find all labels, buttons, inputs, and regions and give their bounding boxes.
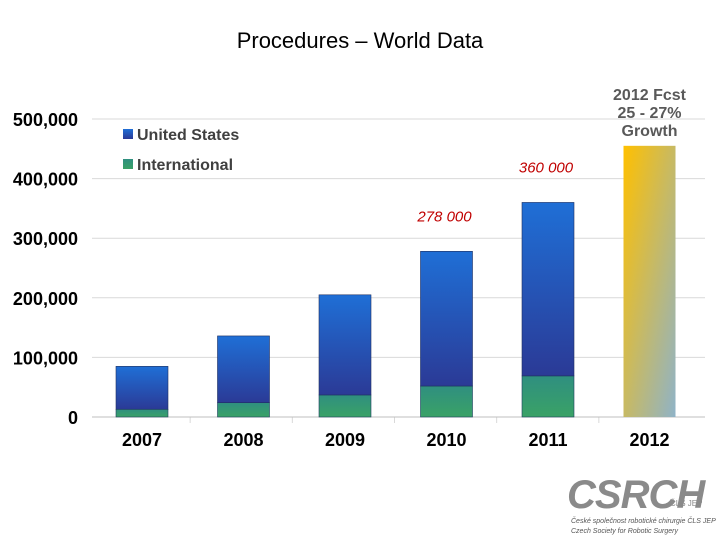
forecast-label: 2012 Fcst 25 - 27% Growth	[613, 87, 687, 140]
logo-caption-czech: České společnost robotické chirurgie ČLS…	[571, 518, 716, 525]
y-tick-label: 400,000	[13, 170, 78, 190]
logo-suffix: ČLS JEP	[670, 499, 703, 508]
bar-united-states	[521, 202, 575, 377]
y-tick-label: 200,000	[13, 289, 78, 309]
y-tick-label: 500,000	[13, 110, 78, 130]
y-tick-label: 300,000	[13, 229, 78, 249]
annotations: 2012 Fcst 25 - 27% Growth 278 000 360 000	[416, 87, 686, 225]
bar-united-states	[420, 251, 473, 387]
x-tick-label: 2008	[223, 430, 263, 450]
x-tick-label: 2010	[426, 430, 466, 450]
bars	[115, 145, 676, 418]
x-tick-label: 2011	[528, 430, 567, 450]
logo-mark: CSRCH	[567, 473, 705, 517]
legend-swatch	[123, 129, 133, 139]
csrch-logo: CSRCH ČLS JEP České společnost robotické…	[565, 473, 716, 537]
total-annotation: 360 000	[519, 159, 574, 176]
total-annotation: 278 000	[416, 208, 472, 225]
axis-ticks: 0 100,000 200,000 300,000 400,000 500,000 2007…	[13, 110, 670, 450]
forecast-label-line: 2012 Fcst	[613, 87, 687, 104]
legend: United States International	[123, 127, 239, 174]
forecast-label-line: 25 - 27%	[617, 105, 681, 122]
x-tick-label: 2012	[629, 430, 669, 450]
legend-label: International	[137, 157, 233, 174]
bar-united-states	[217, 335, 270, 403]
legend-label: United States	[137, 127, 239, 144]
legend-swatch	[123, 159, 133, 169]
bar-international	[420, 385, 473, 418]
x-tick-label: 2009	[325, 430, 365, 450]
y-tick-label: 100,000	[13, 348, 78, 368]
bar-international	[521, 375, 575, 418]
logo-caption-english: Czech Society for Robotic Surgery	[571, 528, 678, 535]
x-tick-label: 2007	[122, 430, 162, 450]
gridlines	[92, 118, 705, 423]
bar-international	[217, 402, 270, 418]
forecast-label-line: Growth	[622, 123, 678, 140]
slide-title: Procedures – World Data	[236, 28, 484, 53]
bar-international	[115, 408, 169, 418]
y-tick-label: 0	[68, 408, 78, 428]
bar-forecast	[623, 145, 676, 417]
bar-united-states	[318, 294, 372, 396]
bar-international	[318, 394, 372, 418]
bar-united-states	[115, 366, 169, 410]
